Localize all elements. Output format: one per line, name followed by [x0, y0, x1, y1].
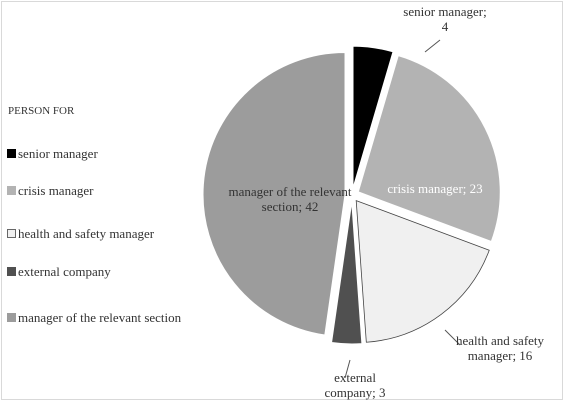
leader-line	[444, 329, 461, 346]
legend-label: external company	[18, 264, 111, 279]
data-label: manager of the relevant section; 42	[228, 184, 352, 214]
data-label: health and safety manager; 16	[455, 333, 545, 363]
pie-slice	[330, 201, 363, 345]
data-label: external company; 3	[324, 370, 386, 400]
legend-label: health and safety manager	[18, 226, 155, 241]
legend-label: crisis manager	[18, 183, 94, 198]
legend-label: senior manager	[18, 146, 98, 161]
pie-slice	[352, 45, 394, 189]
data-label: crisis manager; 23	[387, 181, 483, 196]
leader-line	[424, 39, 441, 53]
leader-line	[344, 359, 351, 379]
pie-slice	[355, 200, 490, 343]
legend-title: PERSON FOR	[8, 105, 75, 117]
legend-swatch	[7, 229, 16, 238]
legend-swatch	[7, 267, 16, 276]
legend-swatch	[7, 186, 16, 195]
pie-slice	[357, 54, 501, 243]
pie-slice	[202, 51, 346, 336]
data-label: senior manager; 4	[403, 4, 487, 34]
legend-label: manager of the relevant section	[18, 310, 182, 325]
legend-swatch	[7, 313, 16, 322]
legend-swatch	[7, 149, 16, 158]
